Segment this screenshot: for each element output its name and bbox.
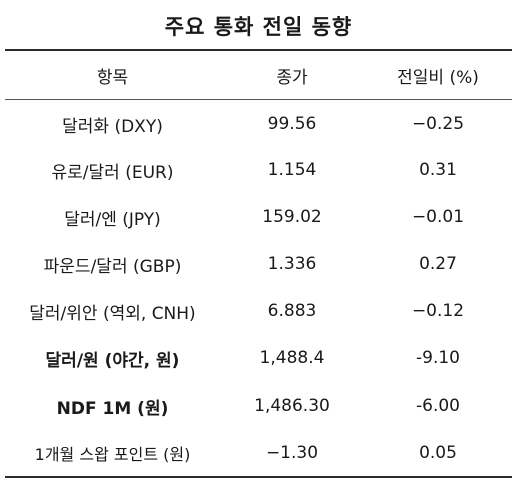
row-close: 1,486.30 [254,396,330,416]
row-close: 159.02 [262,207,322,227]
table-row: 파운드/달러 (GBP) 1.336 0.27 [5,241,512,287]
row-close: 1.336 [267,254,317,274]
table-title: 주요 통화 전일 동향 [164,15,353,39]
row-close: −1.30 [265,443,319,463]
row-item: 파운드/달러 (GBP) [43,256,182,277]
table-row: 달러화 (DXY) 99.56 −0.25 [5,101,512,147]
row-item: 달러/위안 (역외, CNH) [29,303,196,324]
row-close: 1,488.4 [259,348,325,368]
row-change: 0.05 [419,443,457,463]
row-item: 1개월 스왑 포인트 (원) [34,445,191,464]
table-row: 달러/엔 (JPY) 159.02 −0.01 [5,194,512,240]
table-row: 유로/달러 (EUR) 1.154 0.31 [5,147,512,193]
header-rule [5,99,512,100]
row-change: −0.12 [411,301,465,321]
header-close: 종가 [276,67,308,88]
row-change: -9.10 [416,348,460,368]
row-item: 유로/달러 (EUR) [51,162,174,183]
table-row: 달러/위안 (역외, CNH) 6.883 −0.12 [5,288,512,334]
table-row: 달러/원 (야간, 원) 1,488.4 -9.10 [5,335,512,381]
row-change: −0.01 [411,207,465,227]
row-close: 1.154 [267,160,317,180]
row-change: -6.00 [416,396,460,416]
row-change: −0.25 [411,114,465,134]
table-row: NDF 1M (원) 1,486.30 -6.00 [5,383,512,429]
row-item: NDF 1M (원) [56,398,169,419]
row-close: 6.883 [267,301,317,321]
header-row: 항목 종가 전일비 (%) [5,52,512,98]
row-item: 달러/원 (야간, 원) [45,350,180,371]
row-close: 99.56 [267,114,317,134]
row-item: 달러/엔 (JPY) [64,209,161,230]
row-change: 0.31 [419,160,457,180]
row-item: 달러화 (DXY) [62,116,163,137]
header-change: 전일비 (%) [397,67,479,88]
header-item: 항목 [96,67,129,88]
table-row: 1개월 스왑 포인트 (원) −1.30 0.05 [5,430,512,476]
bottom-rule [5,476,512,478]
row-change: 0.27 [419,254,457,274]
top-rule [5,49,512,51]
